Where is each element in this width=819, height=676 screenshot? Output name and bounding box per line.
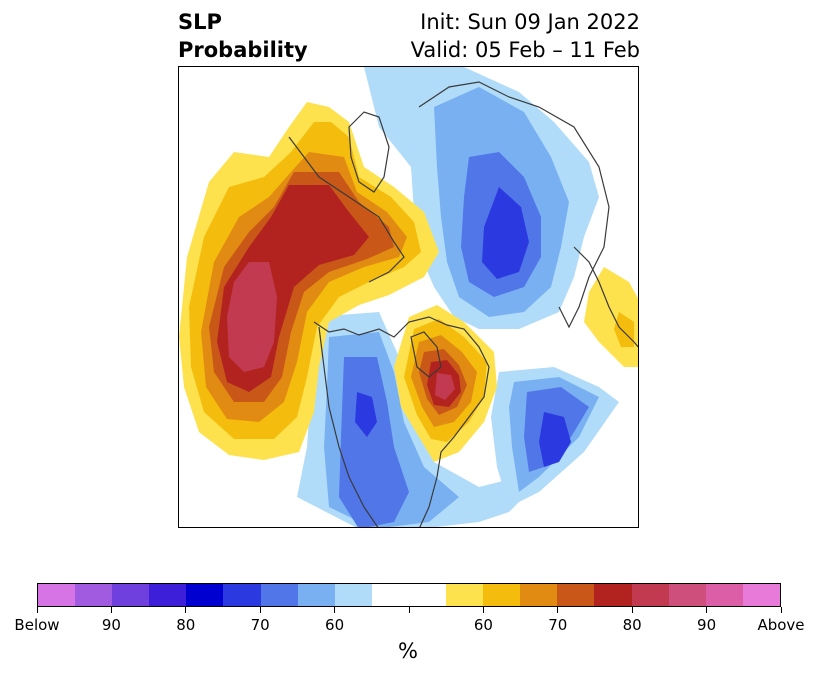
init-date: Init: Sun 09 Jan 2022	[420, 10, 640, 34]
probability-map	[179, 67, 638, 527]
high-anomaly-hudson	[394, 305, 497, 462]
colorbar-segment	[186, 584, 224, 606]
colorbar-segment	[371, 584, 409, 606]
low-atl-level4	[539, 412, 571, 467]
colorbar-tick-label: Above	[757, 616, 805, 634]
high-anomaly-pacific	[179, 102, 439, 460]
coastlines	[288, 81, 638, 527]
colorbar-unit: %	[398, 639, 418, 663]
chart-title: SLP Probability	[178, 8, 308, 64]
colorbar-tick-label: 80	[622, 616, 642, 634]
colorbar-tick	[780, 607, 782, 613]
colorbar-segment	[631, 584, 669, 606]
colorbar-tick	[259, 607, 261, 613]
low-anomaly-atlantic	[491, 367, 619, 507]
colorbar-tick-label: 80	[176, 616, 196, 634]
colorbar-segment	[112, 584, 150, 606]
colorbar-tick	[110, 607, 112, 613]
colorbar-tick-label: 90	[697, 616, 717, 634]
colorbar-tick-label: 60	[473, 616, 493, 634]
colorbar-tick	[482, 607, 484, 613]
coast-eurasia	[418, 81, 610, 329]
colorbar-tick-label: 70	[250, 616, 270, 634]
map-panel	[178, 66, 639, 528]
colorbar-segment	[223, 584, 261, 606]
high-europe-level1	[584, 267, 638, 367]
colorbar-tick	[631, 607, 633, 613]
colorbar-segment	[557, 584, 595, 606]
colorbar-tick-label: 70	[548, 616, 568, 634]
high-pac-level6	[227, 262, 277, 372]
coast-hudson-bay	[410, 331, 442, 378]
colorbar-tick	[36, 607, 38, 613]
colorbar-segment	[38, 584, 76, 606]
title-variable: SLP	[178, 10, 222, 34]
high-europe-level2	[614, 312, 634, 347]
low-anomaly-eurasia	[364, 67, 599, 329]
colorbar-tick	[408, 607, 410, 613]
high-hudson-level6	[435, 373, 455, 400]
colorbar-segment	[705, 584, 743, 606]
colorbar-segment	[594, 584, 632, 606]
coast-europe	[573, 246, 638, 348]
colorbar-tick	[706, 607, 708, 613]
colorbar-segment	[520, 584, 558, 606]
colorbar-segment	[483, 584, 521, 606]
colorbar-segment	[408, 584, 447, 606]
colorbar-tick	[557, 607, 559, 613]
colorbar-tick-label: 60	[325, 616, 345, 634]
chart-dates: Init: Sun 09 Jan 2022 Valid: 05 Feb – 11…	[411, 8, 640, 64]
colorbar-segment	[334, 584, 372, 606]
title-product: Probability	[178, 38, 308, 62]
valid-range: Valid: 05 Feb – 11 Feb	[410, 38, 640, 62]
colorbar-tick-label: 90	[101, 616, 121, 634]
colorbar-tick	[334, 607, 336, 613]
coast-west-na	[318, 326, 379, 527]
low-eurasia-level4	[482, 187, 529, 279]
colorbar-segment	[260, 584, 298, 606]
colorbar-segment	[297, 584, 335, 606]
coast-asia-pacific	[288, 136, 405, 283]
colorbar-segment	[742, 584, 780, 606]
colorbar-segment	[668, 584, 706, 606]
colorbar	[37, 583, 781, 607]
coast-north-america	[313, 316, 490, 527]
colorbar-segment	[75, 584, 113, 606]
coast-greenland	[348, 111, 390, 193]
colorbar-tick	[185, 607, 187, 613]
colorbar-segment	[446, 584, 484, 606]
colorbar-tick-label: Below	[14, 616, 60, 634]
low-na-level4	[355, 392, 377, 437]
colorbar-segment	[149, 584, 187, 606]
